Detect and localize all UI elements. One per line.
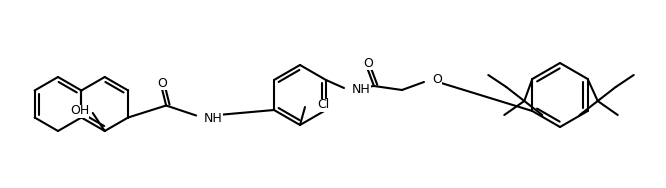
Text: Cl: Cl <box>317 99 329 111</box>
Text: NH: NH <box>204 112 223 125</box>
Text: O: O <box>432 74 442 86</box>
Text: O: O <box>157 77 167 90</box>
Text: O: O <box>363 58 373 70</box>
Text: NH: NH <box>352 83 371 96</box>
Text: OH: OH <box>70 105 89 118</box>
